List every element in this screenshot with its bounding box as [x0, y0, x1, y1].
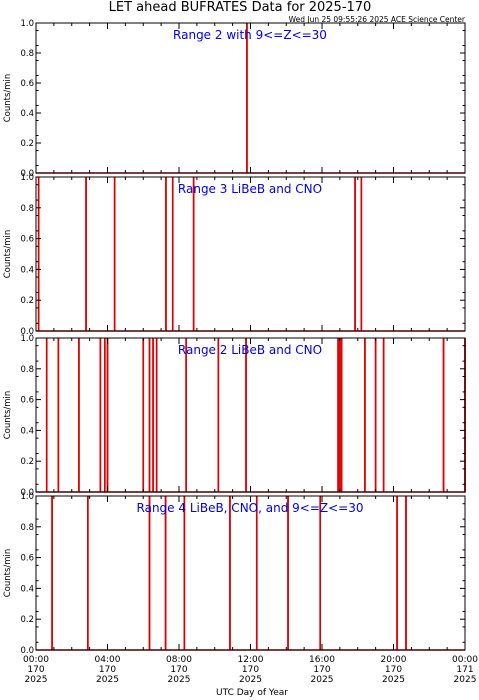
y-axis-label: Counts/min: [3, 549, 13, 598]
x-tick-day-label: 170: [99, 665, 116, 675]
panel-1: 0.0 0.2 0.4 0.6 0.8 1.0 Counts/min Range 2 with…: [3, 19, 466, 179]
x-tick-year-label: 2025: [454, 675, 477, 685]
x-tick-day-label: 170: [242, 665, 259, 675]
data-trace: [36, 23, 465, 174]
y-tick-label: 0.4: [20, 584, 34, 594]
panel-4: 0.0 0.2 0.4 0.6 0.8 1.0 Counts/min Range 4 LiBe…: [3, 492, 466, 656]
y-tick-label: 0.8: [20, 49, 34, 59]
y-tick-label: 0.4: [20, 265, 34, 275]
y-tick-label: 0.0: [20, 488, 34, 498]
y-tick-label: 0.0: [20, 646, 34, 656]
timestamp-text: Wed Jun 25 09:55:26 2025 ACE Science Cen…: [289, 15, 466, 24]
y-tick-label: 1.0: [20, 19, 34, 29]
panel-title: Range 2 with 9<=Z<=30: [173, 28, 327, 42]
y-tick-label: 0.2: [20, 457, 34, 467]
panel-title: Range 2 LiBeB and CNO: [178, 343, 322, 357]
y-tick-label: 0.8: [20, 365, 34, 375]
x-tick-time-label: 00:00: [23, 655, 49, 665]
panel-frame: [35, 22, 466, 174]
x-tick-year-label: 2025: [168, 675, 191, 685]
x-tick-year-label: 2025: [382, 675, 405, 685]
x-tick-year-label: 2025: [239, 675, 262, 685]
x-tick-year-label: 2025: [25, 675, 48, 685]
y-tick-label: 0.6: [20, 396, 34, 406]
x-tick-day-label: 170: [385, 665, 402, 675]
x-tick-time-label: 00:00: [452, 655, 478, 665]
data-trace: [36, 177, 465, 332]
y-tick-label: 0.2: [20, 615, 34, 625]
x-tick-time-label: 12:00: [238, 655, 264, 665]
y-axis-label: Counts/min: [3, 391, 13, 440]
x-tick-time-label: 08:00: [166, 655, 192, 665]
x-tick-day-label: 170: [27, 665, 44, 675]
x-tick-year-label: 2025: [311, 675, 334, 685]
panel-3: 0.0 0.2 0.4 0.6 0.8 1.0 Counts/min Range 2 LiBe…: [3, 334, 466, 498]
x-tick-day-label: 171: [456, 665, 473, 675]
panel-2: 0.0 0.2 0.4 0.6 0.8 1.0 Counts/min Range 3 LiBe…: [3, 173, 466, 337]
panel-title: Range 4 LiBeB, CNO, and 9<=Z<=30: [137, 501, 364, 515]
y-tick-label: 1.0: [20, 334, 34, 344]
y-tick-label: 0.8: [20, 204, 34, 214]
y-tick-label: 1.0: [20, 173, 34, 183]
y-tick-label: 0.2: [20, 296, 34, 306]
panels-group: 0.0 0.2 0.4 0.6 0.8 1.0 Counts/min Range 2 with…: [3, 19, 466, 656]
x-tick-time-label: 16:00: [309, 655, 335, 665]
x-tick-year-label: 2025: [96, 675, 119, 685]
panel-frame: [35, 176, 466, 332]
panel-title: Range 3 LiBeB and CNO: [178, 182, 322, 196]
y-tick-label: 0.6: [20, 79, 34, 89]
x-tick-day-label: 170: [313, 665, 330, 675]
x-tick-day-label: 170: [170, 665, 187, 675]
y-axis-label: Counts/min: [3, 74, 13, 123]
y-tick-label: 0.0: [20, 169, 34, 179]
y-tick-label: 0.2: [20, 139, 34, 149]
x-tick-time-label: 20:00: [381, 655, 407, 665]
x-axis: 00:00170202504:00170202508:00170202512:0…: [23, 655, 478, 685]
y-tick-label: 0.6: [20, 235, 34, 245]
y-tick-label: 0.4: [20, 426, 34, 436]
data-trace: [36, 496, 465, 651]
y-axis-label: Counts/min: [3, 230, 13, 279]
chart-title: LET ahead BUFRATES Data for 2025-170: [109, 0, 372, 15]
y-tick-label: 0.4: [20, 109, 34, 119]
x-axis-label: UTC Day of Year: [216, 688, 288, 698]
y-tick-label: 0.8: [20, 523, 34, 533]
panel-frame: [35, 495, 466, 651]
y-tick-label: 0.0: [20, 327, 34, 337]
y-tick-label: 0.6: [20, 554, 34, 564]
x-tick-time-label: 04:00: [95, 655, 121, 665]
y-tick-label: 1.0: [20, 492, 34, 502]
